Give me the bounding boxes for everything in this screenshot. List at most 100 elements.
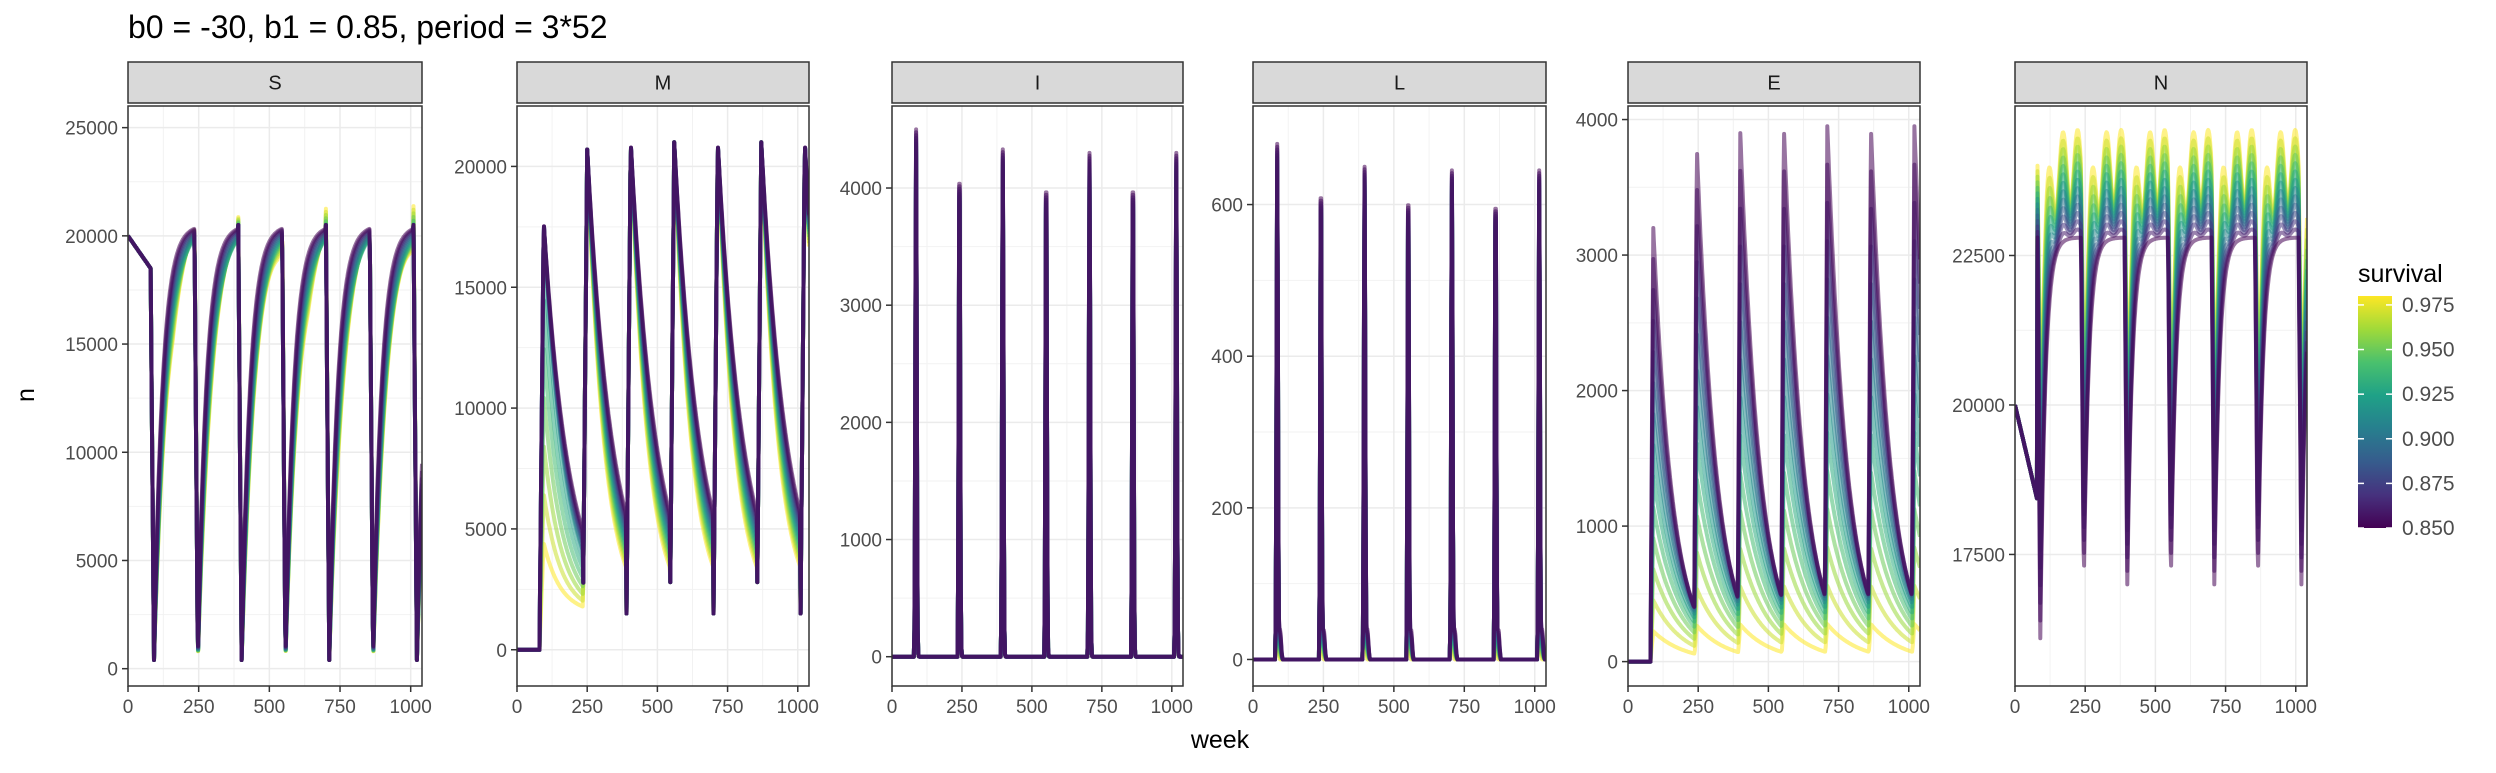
x-tick-label: 0 [2010,697,2021,718]
y-tick-label: 1000 [840,531,882,552]
y-tick-label: 15000 [454,278,507,299]
facet-strip-label: I [1035,73,1041,95]
series-group [128,204,422,662]
x-tick-label: 750 [712,697,744,718]
x-tick-label: 750 [1086,697,1118,718]
y-axis-title: n [12,388,40,402]
y-tick-label: 5000 [465,520,507,541]
legend-title: survival [2358,260,2443,288]
x-tick-label: 500 [253,697,285,718]
legend-tick-label: 0.950 [2402,339,2455,362]
x-tick-label: 750 [1448,697,1480,718]
y-tick-label: 4000 [840,179,882,200]
facet-panel-n: N 0 250 500 750 1000 17500 20000 22500 [1952,61,2317,718]
facet-strip-label: L [1394,73,1405,95]
y-tick-label: 400 [1211,347,1243,368]
y-tick-label: 0 [1607,653,1618,674]
facet-strip-label: N [2154,73,2168,95]
y-tick-label: 20000 [1952,396,2005,417]
facet-strip [1627,61,1921,104]
plot-area [1253,106,1546,686]
plot-border [1627,105,1921,687]
series-group [1253,141,1546,662]
x-tick-label: 250 [1308,697,1340,718]
plot-border [2014,105,2308,687]
x-tick-label: 750 [2210,697,2242,718]
y-tick-label: 15000 [65,335,118,356]
y-tick-label: 600 [1211,196,1243,217]
legend-tick-label: 0.850 [2402,517,2455,540]
x-tick-label: 750 [1823,697,1855,718]
x-tick-label: 500 [642,697,674,718]
y-tick-label: 2000 [840,413,882,434]
series-line-survival-0.85 [1628,124,1920,664]
x-tick-label: 750 [324,697,356,718]
x-tick-label: 500 [1016,697,1048,718]
series-line-survival-0.85 [892,127,1183,659]
y-tick-label: 20000 [454,157,507,178]
y-tick-label: 0 [496,641,507,662]
x-tick-label: 0 [123,697,134,718]
plot-border [891,105,1184,687]
facet-strip [516,61,810,104]
y-tick-label: 0 [1232,650,1243,671]
facet-strip-label: S [268,73,281,95]
plot-area [892,106,1183,686]
x-tick-label: 1000 [1888,697,1930,718]
legend-tick-label: 0.925 [2402,383,2455,406]
y-tick-label: 25000 [65,119,118,140]
y-tick-label: 17500 [1952,545,2005,566]
facet-panel-i: I 0 250 500 750 1000 0 1000 2000 3000 4000 [840,61,1193,718]
facet-strip [2014,61,2308,104]
y-tick-label: 10000 [65,443,118,464]
x-tick-label: 250 [571,697,603,718]
x-tick-label: 1000 [390,697,432,718]
plot-border [1252,105,1547,687]
series-line-survival-0.85 [517,140,809,652]
facet-strip [891,61,1184,104]
x-tick-label: 0 [1623,697,1634,718]
series-line-survival-0.85 [1253,141,1546,662]
facet-strip [127,61,423,104]
x-tick-label: 0 [512,697,523,718]
series-group [1628,124,1920,664]
series-group [2015,128,2307,641]
x-tick-label: 0 [887,697,898,718]
y-tick-label: 20000 [65,227,118,248]
facet-panels: S0 250 500 750 10000500010000150002000025000… [65,61,2317,718]
legend-tick-label: 0.975 [2402,294,2455,317]
y-tick-label: 2000 [1576,382,1618,403]
series-line-survival-0.85 [2015,235,2307,641]
y-tick-label: 4000 [1576,111,1618,132]
plot-area [128,106,422,686]
facet-strip-label: M [655,73,672,95]
series-line-survival-0.85 [128,223,422,662]
y-tick-label: 0 [871,648,882,669]
series-group [892,127,1183,659]
series-group [517,140,809,652]
facet-strip-label: E [1767,73,1780,95]
plot-border [516,105,810,687]
y-tick-label: 1000 [1576,517,1618,538]
legend-tick-label: 0.900 [2402,428,2455,451]
colorbar [2358,296,2392,528]
x-tick-label: 500 [2140,697,2172,718]
x-tick-label: 1000 [1514,697,1556,718]
facet-panel-l: L 0 250 500 750 1000 0 200 400 600 [1211,61,1556,718]
y-tick-label: 10000 [454,399,507,420]
facet-strip [1252,61,1547,104]
legend: survival 0.850 0.875 0.900 0.925 0.950 0.975 [2358,260,2455,540]
legend-colorbar: 0.850 0.875 0.900 0.925 0.950 0.975 [2358,294,2455,540]
y-tick-label: 3000 [1576,246,1618,267]
x-tick-label: 250 [183,697,215,718]
y-tick-label: 200 [1211,499,1243,520]
x-tick-label: 1000 [777,697,819,718]
x-tick-label: 500 [1753,697,1785,718]
x-tick-label: 1000 [2275,697,2317,718]
y-tick-label: 3000 [840,296,882,317]
x-axis-title: week [1190,726,1250,754]
